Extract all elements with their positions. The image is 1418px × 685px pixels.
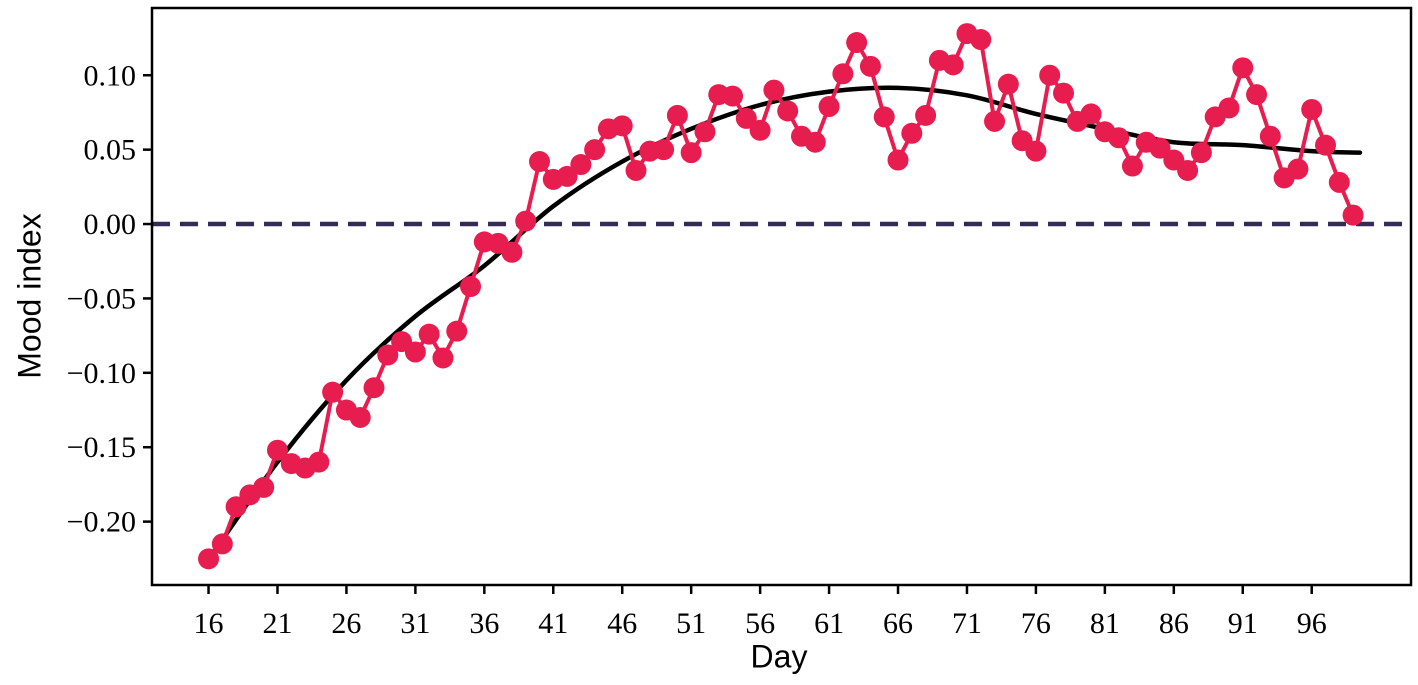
x-tick-label: 86 [1159, 607, 1189, 640]
y-tick-label: −0.20 [67, 506, 136, 539]
data-point [253, 476, 275, 498]
data-point [942, 54, 964, 76]
plot-border [150, 6, 1413, 587]
data-point [749, 119, 771, 141]
data-point [570, 154, 592, 176]
x-tick-label: 36 [469, 607, 499, 640]
data-point [501, 241, 523, 263]
data-point [211, 533, 233, 555]
data-point [528, 151, 550, 173]
data-point [404, 341, 426, 363]
data-point [308, 451, 330, 473]
data-point [432, 347, 454, 369]
x-tick-label: 41 [538, 607, 568, 640]
data-point [722, 85, 744, 107]
data-point [1052, 82, 1074, 104]
y-tick-label: −0.05 [67, 282, 136, 315]
data-point [1232, 57, 1254, 79]
data-point [625, 159, 647, 181]
data-point [1108, 127, 1130, 149]
data-point [1287, 158, 1309, 180]
data-point [1328, 171, 1350, 193]
y-tick-label: 0.05 [84, 134, 137, 167]
x-tick-label: 91 [1228, 607, 1258, 640]
data-point [1121, 155, 1143, 177]
data-point [846, 32, 868, 54]
x-tick-label: 31 [400, 607, 430, 640]
data-point [1301, 98, 1323, 120]
x-tick-label: 21 [262, 607, 292, 640]
y-tick-label: −0.10 [67, 357, 136, 390]
x-tick-label: 81 [1090, 607, 1120, 640]
data-point [777, 100, 799, 122]
data-point [887, 149, 909, 171]
data-point [859, 55, 881, 77]
data-point [680, 142, 702, 164]
data-point [1025, 140, 1047, 162]
data-point [666, 104, 688, 126]
data-point [556, 165, 578, 187]
x-tick-label: 66 [883, 607, 913, 640]
x-axis-label: Day [750, 638, 808, 675]
data-point [915, 104, 937, 126]
data-point [984, 110, 1006, 132]
data-point [418, 323, 440, 345]
data-point [901, 122, 923, 144]
data-point [515, 210, 537, 232]
data-point [1039, 64, 1061, 86]
data-point [460, 276, 482, 298]
y-tick-label: 0.10 [84, 59, 137, 92]
data-point [653, 139, 675, 161]
x-tick-label: 16 [194, 607, 224, 640]
data-point [1149, 137, 1171, 159]
data-point [1190, 142, 1212, 164]
data-point [1080, 103, 1102, 125]
data-point [446, 320, 468, 342]
x-tick-label: 76 [1021, 607, 1051, 640]
x-tick-label: 46 [607, 607, 637, 640]
data-point [198, 548, 220, 570]
data-point [1259, 125, 1281, 147]
data-point [584, 139, 606, 161]
data-point [804, 131, 826, 153]
x-tick-label: 56 [745, 607, 775, 640]
data-point [1342, 204, 1364, 226]
data-point [832, 63, 854, 85]
x-tick-label: 96 [1297, 607, 1327, 640]
data-point [322, 381, 344, 403]
data-point [377, 344, 399, 366]
data-point [735, 107, 757, 129]
data-point [873, 106, 895, 128]
data-point [1246, 84, 1268, 106]
data-point [349, 406, 371, 428]
data-point [763, 79, 785, 101]
trend-line [206, 85, 1363, 562]
data-point [1218, 97, 1240, 119]
data-point [266, 439, 288, 461]
data-point [970, 29, 992, 51]
y-tick-label: 0.00 [84, 208, 137, 241]
data-point [225, 496, 247, 518]
y-axis-label: Mood index [11, 213, 48, 379]
data-point [694, 121, 716, 143]
data-point [997, 73, 1019, 95]
x-tick-label: 71 [952, 607, 982, 640]
data-point [1315, 134, 1337, 156]
data-point [1177, 159, 1199, 181]
data-point [818, 95, 840, 117]
y-tick-label: −0.15 [67, 431, 136, 464]
data-point [611, 115, 633, 137]
x-tick-label: 51 [676, 607, 706, 640]
data-point [363, 377, 385, 399]
x-tick-label: 61 [814, 607, 844, 640]
x-tick-label: 26 [331, 607, 361, 640]
